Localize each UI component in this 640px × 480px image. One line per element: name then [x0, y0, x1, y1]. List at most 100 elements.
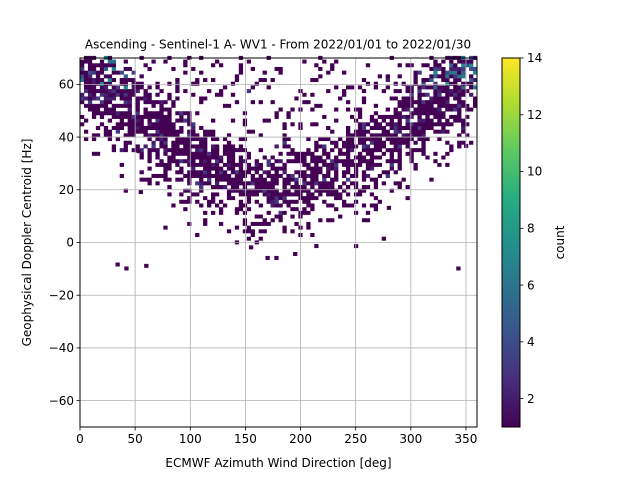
heatmap-cell [83, 78, 89, 83]
heatmap-cell [250, 166, 255, 171]
heatmap-cell [445, 162, 450, 167]
heatmap-cell [349, 144, 355, 149]
heatmap-cell [361, 148, 367, 153]
heatmap-cell [389, 140, 394, 145]
heatmap-cell [349, 159, 355, 164]
heatmap-cell [155, 114, 160, 119]
heatmap-cell [278, 218, 283, 223]
heatmap-cell [425, 122, 430, 127]
heatmap-cell [171, 133, 176, 138]
heatmap-cell [179, 129, 184, 134]
heatmap-cell [294, 151, 299, 156]
heatmap-cell [417, 114, 422, 119]
heatmap-cell [115, 122, 120, 127]
heatmap-cell [377, 173, 383, 178]
heatmap-cell [465, 81, 470, 86]
heatmap-cell [338, 151, 343, 156]
heatmap-cell [159, 144, 164, 149]
heatmap-cell [461, 140, 466, 145]
heatmap-cell [397, 155, 402, 160]
heatmap-cell [365, 159, 371, 164]
x-tick-label: 150 [234, 432, 257, 446]
heatmap-cell [397, 137, 402, 142]
heatmap-cell [465, 63, 470, 68]
heatmap-cell [151, 111, 156, 116]
heatmap-cell [211, 173, 216, 178]
heatmap-cell [318, 218, 323, 223]
heatmap-cell [361, 173, 367, 178]
heatmap-cell [270, 188, 275, 193]
heatmap-cell [397, 89, 402, 94]
heatmap-cell [457, 103, 462, 108]
heatmap-cell [393, 137, 398, 142]
heatmap-cell [373, 85, 379, 90]
heatmap-cell [338, 148, 343, 153]
heatmap-cell [171, 151, 176, 156]
heatmap-cell [254, 221, 259, 226]
heatmap-cell [401, 107, 406, 112]
heatmap-cell [214, 148, 220, 153]
heatmap-cell [314, 188, 319, 193]
heatmap-cell [449, 148, 454, 153]
heatmap-cell [361, 170, 367, 175]
heatmap-cell [187, 199, 192, 204]
heatmap-cell [393, 181, 398, 186]
heatmap-cell [302, 185, 307, 190]
heatmap-cell [127, 92, 132, 97]
heatmap-cell [318, 144, 323, 149]
heatmap-cell [461, 129, 466, 134]
heatmap-cell [417, 89, 422, 94]
heatmap-cell [187, 148, 192, 153]
heatmap-cell [456, 266, 461, 271]
heatmap-cell [302, 151, 307, 156]
heatmap-cell [302, 177, 307, 182]
heatmap-cell [179, 151, 184, 156]
heatmap-cell [171, 129, 176, 134]
heatmap-cell [218, 185, 224, 190]
x-tick-label: 250 [344, 432, 367, 446]
y-tick-label: 60 [59, 78, 74, 92]
heatmap-cell [147, 122, 152, 127]
heatmap-cell [441, 59, 446, 64]
heatmap-cell [465, 122, 470, 127]
heatmap-cell [191, 162, 196, 167]
heatmap-cell [83, 103, 89, 108]
heatmap-cell [326, 173, 331, 178]
heatmap-cell [199, 185, 204, 190]
heatmap-cell [453, 103, 458, 108]
heatmap-cell [99, 66, 105, 71]
heatmap-cell [119, 96, 124, 101]
heatmap-cell [413, 81, 418, 86]
heatmap-cell [310, 207, 315, 212]
x-axis-label: ECMWF Azimuth Wind Direction [deg] [165, 456, 391, 470]
heatmap-cell [330, 185, 335, 190]
heatmap-cell [195, 155, 200, 160]
heatmap-cell [421, 111, 426, 116]
heatmap-cell [465, 59, 470, 64]
heatmap-cell [361, 137, 367, 142]
heatmap-cell [238, 199, 244, 204]
heatmap-cell [119, 92, 124, 97]
heatmap-cell [326, 162, 331, 167]
heatmap-cell [163, 59, 168, 64]
heatmap-cell [282, 210, 287, 215]
heatmap-cell [361, 126, 367, 130]
heatmap-cell [91, 114, 97, 119]
heatmap-cell [266, 181, 271, 186]
heatmap-cell [437, 74, 442, 79]
heatmap-cell [397, 151, 402, 156]
heatmap-cell [306, 192, 311, 197]
heatmap-cell [199, 126, 204, 130]
heatmap-cell [413, 148, 418, 153]
heatmap-cell [262, 185, 267, 190]
heatmap-cell [103, 92, 109, 97]
heatmap-cell [441, 103, 446, 108]
heatmap-cell [437, 63, 442, 68]
heatmap-cell [286, 173, 291, 178]
heatmap-cell [191, 170, 196, 175]
heatmap-cell [107, 96, 113, 101]
heatmap-cell [453, 89, 458, 94]
heatmap-cell [195, 111, 200, 116]
heatmap-cell [195, 144, 200, 149]
heatmap-cell [83, 129, 89, 134]
